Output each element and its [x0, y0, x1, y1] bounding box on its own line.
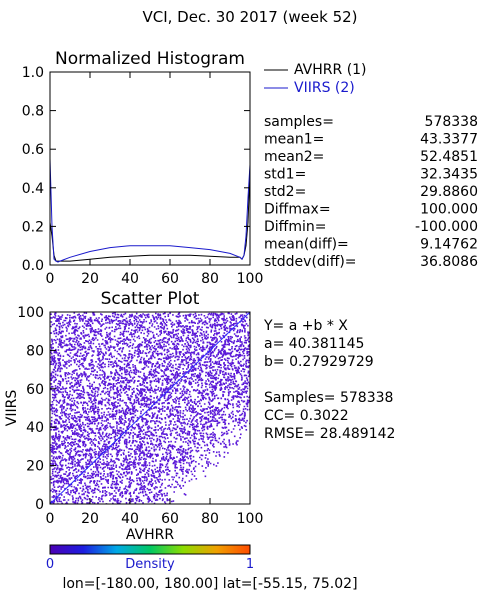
regression-a: a= 40.381145	[264, 336, 364, 352]
histogram-ticks: 0 20 40 60 80 100 0.0 0.2 0.4 0.6 0.8 1.0	[22, 65, 264, 287]
histogram-panel: Normalized Histogram 0 20 40 60 80 1000.00.20…	[22, 49, 367, 287]
regression-rmse: RMSE= 28.489142	[264, 426, 395, 442]
regression-b: b= 0.27929729	[264, 354, 374, 370]
histogram-legend: AVHRR (1) VIIRS (2)	[264, 62, 367, 96]
colorbar-gradient	[49, 544, 251, 555]
stat-value: 36.8086	[420, 254, 478, 270]
histogram-series-line	[50, 158, 250, 263]
scatter-y-tick-label: 40	[26, 420, 44, 436]
stat-label: stddev(diff)=	[264, 254, 357, 270]
histogram-y-tick-label: 0.8	[22, 104, 44, 120]
reference-line	[49, 311, 251, 505]
scatter-x-tick-label: 100	[237, 511, 264, 527]
scatter-points	[50, 312, 250, 504]
histogram-y-tick-label: 0.0	[22, 258, 44, 274]
scatter-y-tick-label: 100	[17, 305, 44, 321]
histogram-y-tick-label: 0.6	[22, 142, 44, 158]
coordinate-footer: lon=[-180.00, 180.00] lat=[-55.15, 75.02…	[62, 576, 357, 592]
scatter-title: Scatter Plot	[101, 289, 200, 309]
stat-value: 9.14762	[420, 237, 478, 253]
histogram-y-tick-label: 1.0	[22, 65, 44, 81]
stat-label: mean(diff)=	[264, 237, 349, 253]
stat-label: std2=	[264, 184, 306, 200]
colorbar-min: 0	[46, 557, 54, 572]
histogram-x-tick-label: 0	[46, 271, 55, 287]
statistics-block: samples= 578338 mean1= 43.3377 mean2= 52.4851…	[264, 114, 478, 270]
stat-value: 100.000	[420, 202, 478, 218]
stat-value: -100.000	[415, 219, 478, 235]
histogram-y-tick-label: 0.4	[22, 181, 44, 197]
stat-label: Diffmin=	[264, 219, 326, 235]
colorbar: 0 Density 1	[46, 544, 254, 572]
stat-label: Diffmax=	[264, 202, 331, 218]
stat-label: samples=	[264, 114, 334, 130]
scatter-ticks: 0 20 40 60 80 100 0 20 40 60 80 100	[17, 305, 263, 527]
scatter-x-tick-label: 0	[46, 511, 55, 527]
histogram-x-tick-label: 40	[121, 271, 139, 287]
scatter-y-tick-label: 80	[26, 343, 44, 359]
regression-block: Y= a +b * X a= 40.381145 b= 0.27929729 S…	[263, 318, 395, 442]
scatter-x-tick-label: 80	[201, 511, 219, 527]
histogram-series-line	[50, 168, 250, 262]
regression-cc: CC= 0.3022	[264, 408, 349, 424]
histogram-y-tick-label: 0.2	[22, 219, 44, 235]
scatter-density-cloud	[50, 312, 250, 504]
stat-value: 52.4851	[420, 149, 478, 165]
histogram-x-tick-label: 20	[81, 271, 99, 287]
scatter-y-tick-label: 60	[26, 382, 44, 398]
legend-viirs-label: VIIRS (2)	[294, 80, 355, 96]
scatter-y-tick-label: 20	[26, 459, 44, 475]
stat-value: 32.3435	[420, 167, 478, 183]
regression-equation: Y= a +b * X	[263, 318, 348, 334]
histogram-x-tick-label: 80	[201, 271, 219, 287]
legend-avhrr-label: AVHRR (1)	[294, 62, 367, 78]
scatter-panel: Scatter Plot 0 20 40 60 80 100 0 20 40 60 80 100 AV…	[4, 289, 263, 543]
histogram-x-tick-label: 100	[237, 271, 264, 287]
stat-label: mean2=	[264, 149, 324, 165]
histogram-x-tick-label: 60	[161, 271, 179, 287]
regression-samples: Samples= 578338	[264, 390, 393, 406]
histogram-title: Normalized Histogram	[55, 49, 245, 69]
histogram-frame	[49, 71, 251, 266]
histogram-lines	[50, 158, 250, 263]
colorbar-label: Density	[125, 557, 175, 572]
stat-label: std1=	[264, 167, 306, 183]
scatter-x-tick-label: 60	[161, 511, 179, 527]
colorbar-max: 1	[246, 557, 254, 572]
stat-value: 29.8860	[420, 184, 478, 200]
scatter-frame	[49, 311, 251, 505]
y-axis-label: VIIRS	[4, 390, 20, 427]
stat-value: 578338	[425, 114, 478, 130]
page-title: VCI, Dec. 30 2017 (week 52)	[142, 8, 357, 26]
scatter-y-tick-label: 0	[35, 497, 44, 513]
scatter-x-tick-label: 20	[81, 511, 99, 527]
stat-label: mean1=	[264, 132, 324, 148]
scatter-x-tick-label: 40	[121, 511, 139, 527]
x-axis-label: AVHRR	[126, 527, 175, 543]
stat-value: 43.3377	[420, 132, 478, 148]
